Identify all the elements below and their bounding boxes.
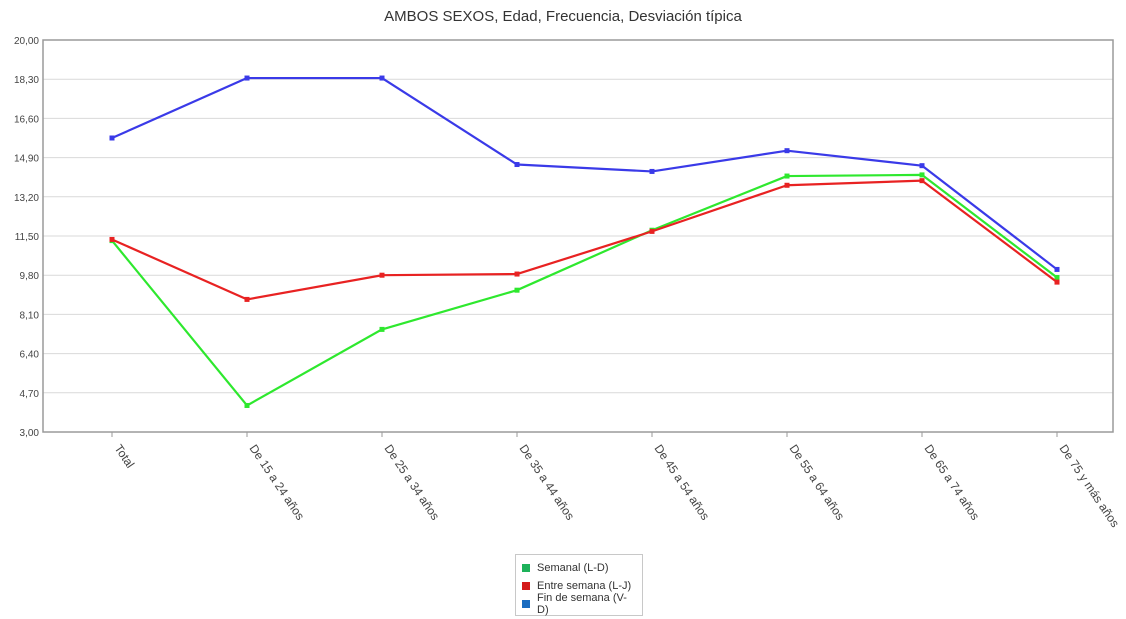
y-tick-label: 13,20 (14, 193, 39, 204)
data-point[interactable] (109, 135, 115, 141)
y-tick-label: 6,40 (20, 350, 40, 361)
grid (43, 78, 1113, 394)
data-point[interactable] (649, 228, 655, 234)
x-tick-label: De 25 a 34 años (382, 442, 443, 523)
data-point[interactable] (919, 163, 925, 169)
x-tick-label: De 35 a 44 años (517, 442, 578, 523)
data-point[interactable] (649, 168, 655, 174)
data-point[interactable] (379, 326, 385, 332)
data-point[interactable] (1054, 279, 1060, 285)
y-tick-label: 8,10 (20, 310, 40, 321)
y-tick-label: 16,60 (14, 114, 39, 125)
x-tick-label: De 65 a 74 años (922, 442, 983, 523)
y-tick-label: 18,30 (14, 75, 39, 86)
chart-title: AMBOS SEXOS, Edad, Frecuencia, Desviació… (384, 8, 742, 25)
legend-label-fin-de-semana: Fin de semana (V-D) (537, 592, 627, 616)
data-point[interactable] (244, 296, 250, 302)
x-tick-label: De 15 a 24 años (247, 442, 308, 523)
y-tick-label: 4,70 (20, 389, 40, 400)
data-point[interactable] (784, 182, 790, 188)
x-tick-label: Total (112, 442, 138, 471)
series-line-0 (111, 173, 1058, 407)
legend-label-semanal: Semanal (L-D) (537, 562, 609, 574)
legend-swatch-entre-semana (522, 582, 530, 590)
series-line-1 (111, 179, 1058, 301)
series-line-2 (111, 76, 1058, 271)
x-tick-label: De 45 a 54 años (652, 442, 713, 523)
plot-frame (42, 39, 1114, 433)
y-tick-label: 9,80 (20, 271, 40, 282)
legend-item-semanal[interactable]: Semanal (L-D) (522, 559, 636, 577)
legend-item-fin-de-semana[interactable]: Fin de semana (V-D) (522, 592, 636, 616)
legend-swatch-fin-de-semana (522, 600, 530, 608)
data-point[interactable] (514, 271, 520, 277)
series-layer (109, 75, 1060, 408)
data-point[interactable] (514, 162, 520, 168)
y-tick-label: 14,90 (14, 154, 39, 165)
x-tick-label: De 55 a 64 años (787, 442, 848, 523)
data-point[interactable] (1054, 266, 1060, 272)
data-point[interactable] (919, 178, 925, 184)
data-point[interactable] (514, 287, 520, 293)
data-point[interactable] (1054, 275, 1060, 281)
x-tick-label: De 75 y más años (1057, 442, 1123, 530)
legend-label-entre-semana: Entre semana (L-J) (537, 580, 632, 592)
axes: 20,00 18,30 16,60 14,90 13,20 11,50 9,80 8,10 6,… (14, 36, 1122, 530)
legend-swatch-semanal (522, 564, 530, 572)
y-tick-label: 3,00 (20, 428, 40, 439)
data-point[interactable] (109, 236, 115, 242)
data-point[interactable] (784, 148, 790, 154)
data-point[interactable] (379, 272, 385, 278)
y-tick-label: 20,00 (14, 36, 39, 47)
data-point[interactable] (379, 75, 385, 81)
data-point[interactable] (919, 172, 925, 178)
data-point[interactable] (784, 173, 790, 179)
legend-item-entre-semana[interactable]: Entre semana (L-J) (522, 577, 636, 595)
data-point[interactable] (244, 75, 250, 81)
y-tick-label: 11,50 (15, 232, 40, 243)
legend: Semanal (L-D) Entre semana (L-J) Fin de … (515, 554, 643, 616)
data-point[interactable] (244, 402, 250, 408)
